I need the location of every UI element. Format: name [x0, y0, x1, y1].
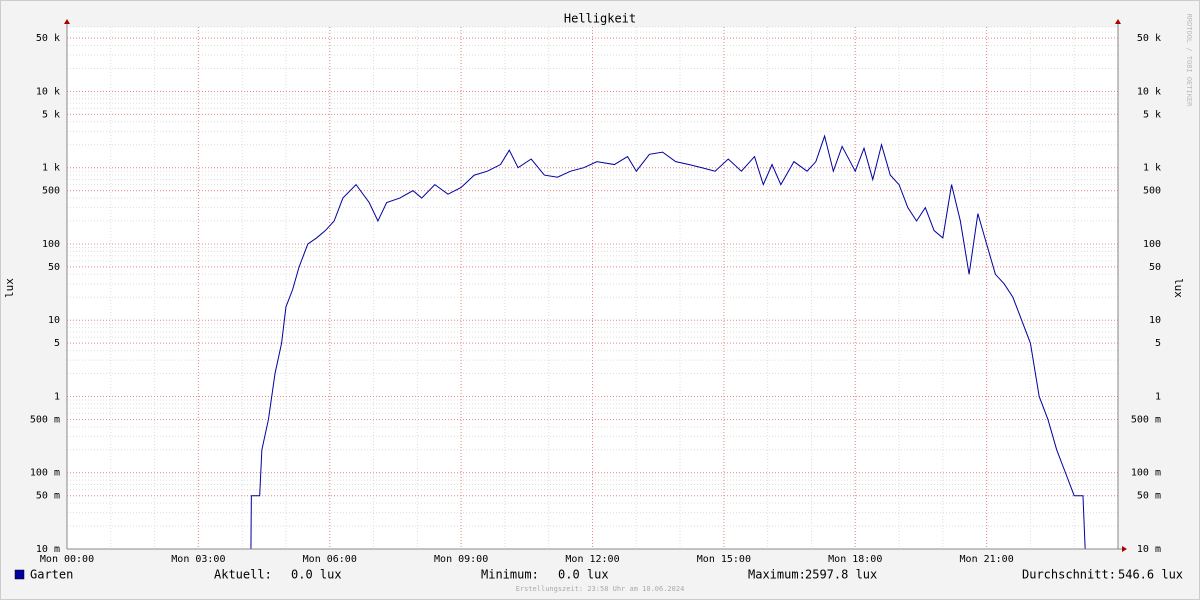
- y-tick-label-right: 10 m: [1137, 544, 1161, 555]
- y-tick-label: 500: [42, 186, 60, 197]
- legend-stat-value: 0.0 lux: [558, 568, 609, 582]
- legend-stat-value: 2597.8 lux: [805, 568, 877, 582]
- y-tick-label: 50 m: [36, 491, 60, 502]
- y-tick-label-right: 50 k: [1137, 33, 1161, 44]
- y-tick-label: 5 k: [42, 109, 60, 120]
- y-tick-label-right: 10: [1149, 315, 1161, 326]
- y-tick-label-right: 10 k: [1137, 86, 1161, 97]
- legend-stat-value: 546.6 lux: [1118, 568, 1183, 582]
- y-axis-label: lux: [3, 278, 16, 298]
- x-tick-label: Mon 03:00: [171, 554, 225, 565]
- x-tick-label: Mon 00:00: [40, 554, 94, 565]
- data-line: [67, 134, 1118, 550]
- legend-stat-label: Durchschnitt:: [1022, 568, 1116, 582]
- y-tick-label: 1: [54, 391, 60, 402]
- y-tick-label: 10 k: [36, 86, 60, 97]
- y-tick-label-right: 1: [1155, 391, 1161, 402]
- y-tick-label: 10: [48, 315, 60, 326]
- y-tick-label-right: 500 m: [1131, 414, 1161, 425]
- legend-swatch: [14, 569, 25, 580]
- y-tick-label: 100 m: [30, 468, 60, 479]
- y-tick-label-right: 500: [1143, 186, 1161, 197]
- y-tick-label-right: 5 k: [1143, 109, 1161, 120]
- y-axis-label-right: lux: [1172, 278, 1185, 298]
- y-tick-label-right: 5: [1155, 338, 1161, 349]
- y-tick-label: 10 m: [36, 544, 60, 555]
- y-tick-label-right: 50 m: [1137, 491, 1161, 502]
- footer: Erstellungszeit: 23:58 Uhr am 10.06.2024: [516, 585, 685, 593]
- y-tick-label: 100: [42, 239, 60, 250]
- axis-arrow: [1115, 19, 1121, 24]
- axis-arrow: [64, 19, 70, 24]
- y-tick-label: 50: [48, 262, 60, 273]
- x-tick-label: Mon 21:00: [960, 554, 1014, 565]
- y-tick-label: 1 k: [42, 163, 60, 174]
- y-tick-label-right: 1 k: [1143, 163, 1161, 174]
- legend-stat-label: Minimum:: [481, 568, 539, 582]
- y-tick-label-right: 100 m: [1131, 468, 1161, 479]
- y-tick-label: 50 k: [36, 33, 60, 44]
- y-tick-label: 5: [54, 338, 60, 349]
- watermark: RRDTOOL / TOBI OETIKER: [1185, 14, 1193, 108]
- x-tick-label: Mon 15:00: [697, 554, 751, 565]
- y-tick-label-right: 50: [1149, 262, 1161, 273]
- y-tick-label: 500 m: [30, 414, 60, 425]
- x-tick-label: Mon 06:00: [303, 554, 357, 565]
- x-tick-label: Mon 09:00: [434, 554, 488, 565]
- chart-title: Helligkeit: [564, 12, 636, 26]
- axis-arrow: [1122, 546, 1127, 552]
- x-tick-label: Mon 18:00: [828, 554, 882, 565]
- x-tick-label: Mon 12:00: [565, 554, 619, 565]
- y-tick-label-right: 100: [1143, 239, 1161, 250]
- legend-stat-label: Maximum:: [748, 568, 806, 582]
- legend-label: Garten: [30, 568, 73, 582]
- legend-stat-value: 0.0 lux: [291, 568, 342, 582]
- legend-stat-label: Aktuell:: [214, 568, 272, 582]
